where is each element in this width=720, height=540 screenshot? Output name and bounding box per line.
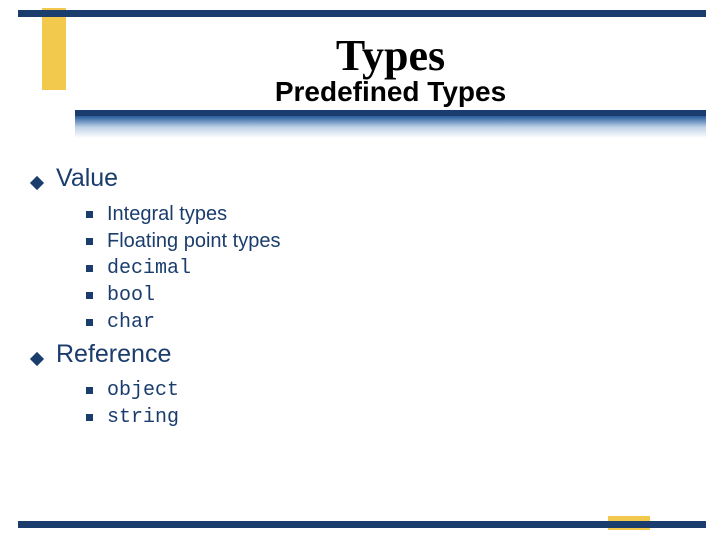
square-bullet-icon (86, 292, 93, 299)
top-rule (18, 10, 706, 17)
item-text: char (107, 311, 155, 334)
header: Types Predefined Types (75, 34, 706, 108)
section-label: Reference (56, 340, 171, 369)
square-bullet-icon (86, 319, 93, 326)
list-item: Floating point types (86, 230, 700, 253)
diamond-bullet-icon (30, 352, 44, 366)
bottom-rule (18, 521, 706, 528)
list-item: object (86, 379, 700, 402)
content-area: Value Integral types Floating point type… (28, 158, 700, 433)
header-gradient (75, 110, 706, 138)
square-bullet-icon (86, 387, 93, 394)
list-item: char (86, 311, 700, 334)
square-bullet-icon (86, 265, 93, 272)
square-bullet-icon (86, 211, 93, 218)
section-heading: Value (28, 164, 700, 193)
item-text: string (107, 406, 179, 429)
slide-subtitle: Predefined Types (75, 76, 706, 108)
section-label: Value (56, 164, 118, 193)
item-text: Floating point types (107, 230, 280, 253)
list-item: Integral types (86, 203, 700, 226)
item-text: bool (107, 284, 155, 307)
item-text: Integral types (107, 203, 227, 226)
item-text: decimal (107, 257, 191, 280)
item-text: object (107, 379, 179, 402)
list-item: string (86, 406, 700, 429)
square-bullet-icon (86, 414, 93, 421)
section-heading: Reference (28, 340, 700, 369)
square-bullet-icon (86, 238, 93, 245)
list-item: bool (86, 284, 700, 307)
list-item: decimal (86, 257, 700, 280)
diamond-bullet-icon (30, 176, 44, 190)
slide-title: Types (75, 34, 706, 78)
top-accent-bar (42, 8, 66, 90)
